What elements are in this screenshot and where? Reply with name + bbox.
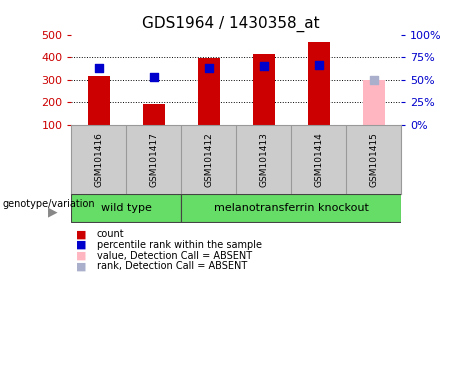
Text: count: count [97,229,124,239]
Text: genotype/variation: genotype/variation [2,199,95,209]
Bar [363,80,384,125]
Text: ■: ■ [76,240,87,250]
Point [315,62,322,68]
Text: ■: ■ [76,262,87,271]
Bar [181,195,401,222]
Point [150,74,158,80]
Text: ▶: ▶ [48,206,58,218]
Bar [71,195,181,222]
Text: GSM101417: GSM101417 [149,132,159,187]
Text: GSM101415: GSM101415 [369,132,378,187]
Bar [307,43,330,125]
Point [205,65,213,71]
Point [260,63,267,69]
Text: value, Detection Call = ABSENT: value, Detection Call = ABSENT [97,251,252,261]
Bar [253,54,275,125]
Text: GDS1964 / 1430358_at: GDS1964 / 1430358_at [142,15,319,31]
Bar [198,58,220,125]
Text: percentile rank within the sample: percentile rank within the sample [97,240,262,250]
Point [370,77,377,83]
Text: GSM101412: GSM101412 [204,132,213,187]
Bar [88,76,110,125]
Text: GSM101414: GSM101414 [314,132,323,187]
Point [95,65,103,71]
Text: melanotransferrin knockout: melanotransferrin knockout [214,203,369,214]
Text: rank, Detection Call = ABSENT: rank, Detection Call = ABSENT [97,262,247,271]
Text: GSM101413: GSM101413 [259,132,268,187]
Text: ■: ■ [76,251,87,261]
Text: wild type: wild type [101,203,152,214]
Bar [143,104,165,125]
Text: GSM101416: GSM101416 [95,132,103,187]
Text: ■: ■ [76,229,87,239]
